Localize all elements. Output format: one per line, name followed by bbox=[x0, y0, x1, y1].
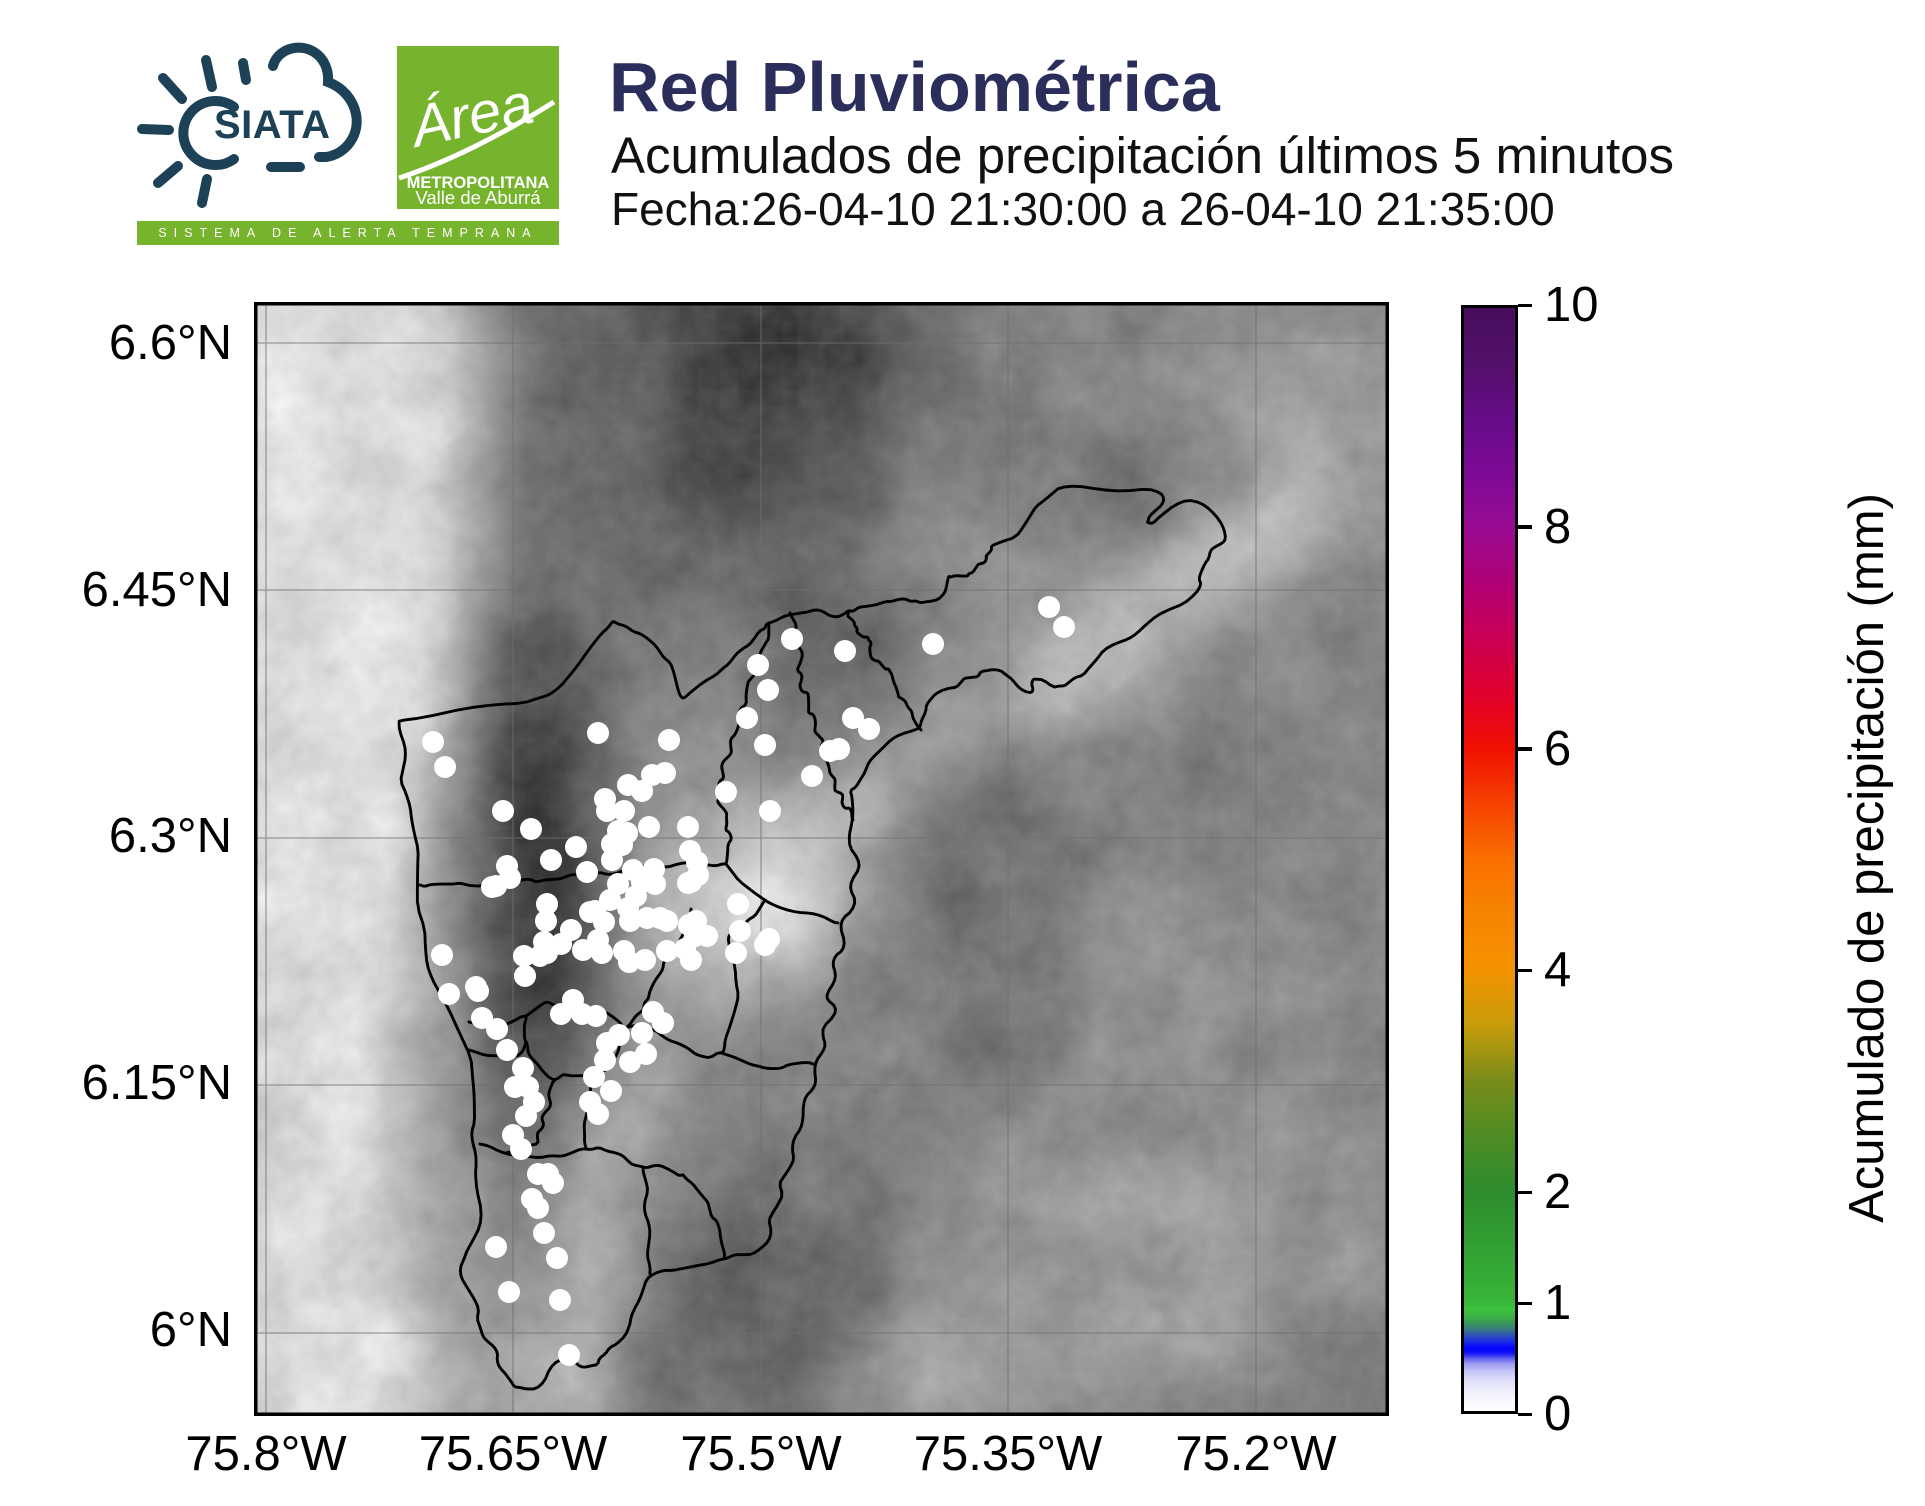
svg-text:Valle de Aburrá: Valle de Aburrá bbox=[415, 187, 541, 208]
svg-text:Área: Área bbox=[402, 71, 538, 161]
svg-text:METROPOLITANA: METROPOLITANA bbox=[407, 174, 550, 192]
svg-text:SIATA: SIATA bbox=[214, 103, 331, 147]
